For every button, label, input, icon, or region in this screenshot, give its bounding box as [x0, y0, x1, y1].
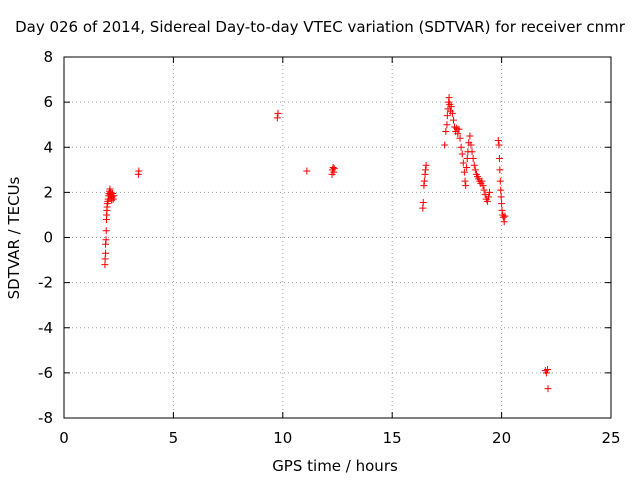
- data-point: [102, 227, 110, 235]
- data-point: [448, 109, 456, 117]
- data-point: [447, 103, 455, 111]
- y-tick-label: 8: [43, 48, 53, 66]
- x-tick-label: 10: [273, 429, 292, 447]
- data-point: [460, 168, 468, 176]
- data-points: [101, 94, 552, 393]
- y-tick-label: 4: [43, 138, 53, 156]
- data-point: [443, 121, 451, 129]
- y-tick-label: -8: [38, 409, 53, 427]
- data-point: [463, 155, 471, 163]
- data-point: [499, 213, 507, 221]
- x-tick-label: 25: [601, 429, 620, 447]
- data-point: [273, 114, 281, 122]
- data-point: [486, 188, 494, 196]
- data-point: [330, 165, 338, 173]
- x-tick-label: 0: [59, 429, 69, 447]
- data-point: [496, 166, 504, 174]
- data-point: [484, 193, 492, 201]
- data-point: [274, 109, 282, 117]
- y-tick-label: 2: [43, 183, 53, 201]
- data-point: [102, 236, 110, 244]
- data-point: [470, 161, 478, 169]
- data-point: [135, 167, 143, 175]
- data-point: [501, 212, 509, 220]
- chart-title: Day 026 of 2014, Sidereal Day-to-day VTE…: [15, 18, 626, 36]
- data-point: [455, 125, 463, 133]
- x-tick-label: 20: [492, 429, 511, 447]
- data-point: [478, 177, 486, 185]
- data-point: [483, 197, 491, 205]
- data-point: [329, 164, 337, 172]
- data-point: [498, 200, 506, 208]
- data-point: [419, 199, 427, 207]
- data-point: [544, 365, 552, 373]
- y-tick-label: 0: [43, 229, 53, 247]
- data-point: [496, 177, 504, 185]
- data-point: [454, 130, 462, 138]
- y-tick-label: -4: [38, 319, 53, 337]
- data-point: [442, 127, 450, 135]
- y-axis-label: SDTVAR / TECUs: [5, 176, 23, 299]
- data-point: [303, 167, 311, 175]
- data-point: [420, 177, 428, 185]
- data-point: [457, 143, 465, 151]
- data-point: [544, 385, 552, 393]
- data-point: [458, 150, 466, 158]
- data-point: [110, 192, 118, 200]
- data-point: [542, 369, 550, 377]
- x-tick-label: 5: [169, 429, 179, 447]
- data-point: [462, 182, 470, 190]
- data-point: [456, 134, 464, 142]
- data-point: [469, 155, 477, 163]
- data-point: [109, 195, 117, 203]
- x-axis-label: GPS time / hours: [272, 457, 398, 475]
- data-point: [443, 112, 451, 120]
- data-point: [495, 155, 503, 163]
- data-point: [445, 94, 453, 102]
- data-point: [463, 164, 471, 172]
- data-point: [421, 166, 429, 174]
- data-point: [461, 177, 469, 185]
- data-point: [494, 136, 502, 144]
- data-point: [495, 141, 503, 149]
- data-point: [466, 132, 474, 140]
- data-point: [422, 161, 430, 169]
- data-point: [497, 193, 505, 201]
- grid-lines: [64, 57, 611, 418]
- data-point: [480, 186, 488, 194]
- y-tick-label: 6: [43, 93, 53, 111]
- data-point: [449, 116, 457, 124]
- data-point: [500, 218, 508, 226]
- data-point: [498, 206, 506, 214]
- axis-ticks: 0 5 10 15 20 25 -8 -6 -4 -2 0 2 4 6 8: [38, 48, 621, 447]
- data-point: [468, 148, 476, 156]
- y-tick-label: -2: [38, 274, 53, 292]
- data-point: [459, 159, 467, 167]
- data-point: [102, 249, 110, 257]
- x-tick-label: 15: [383, 429, 402, 447]
- data-point: [497, 186, 505, 194]
- data-point: [471, 166, 479, 174]
- data-point: [467, 141, 475, 149]
- data-point: [479, 182, 487, 190]
- data-point: [441, 141, 449, 149]
- y-tick-label: -6: [38, 364, 53, 382]
